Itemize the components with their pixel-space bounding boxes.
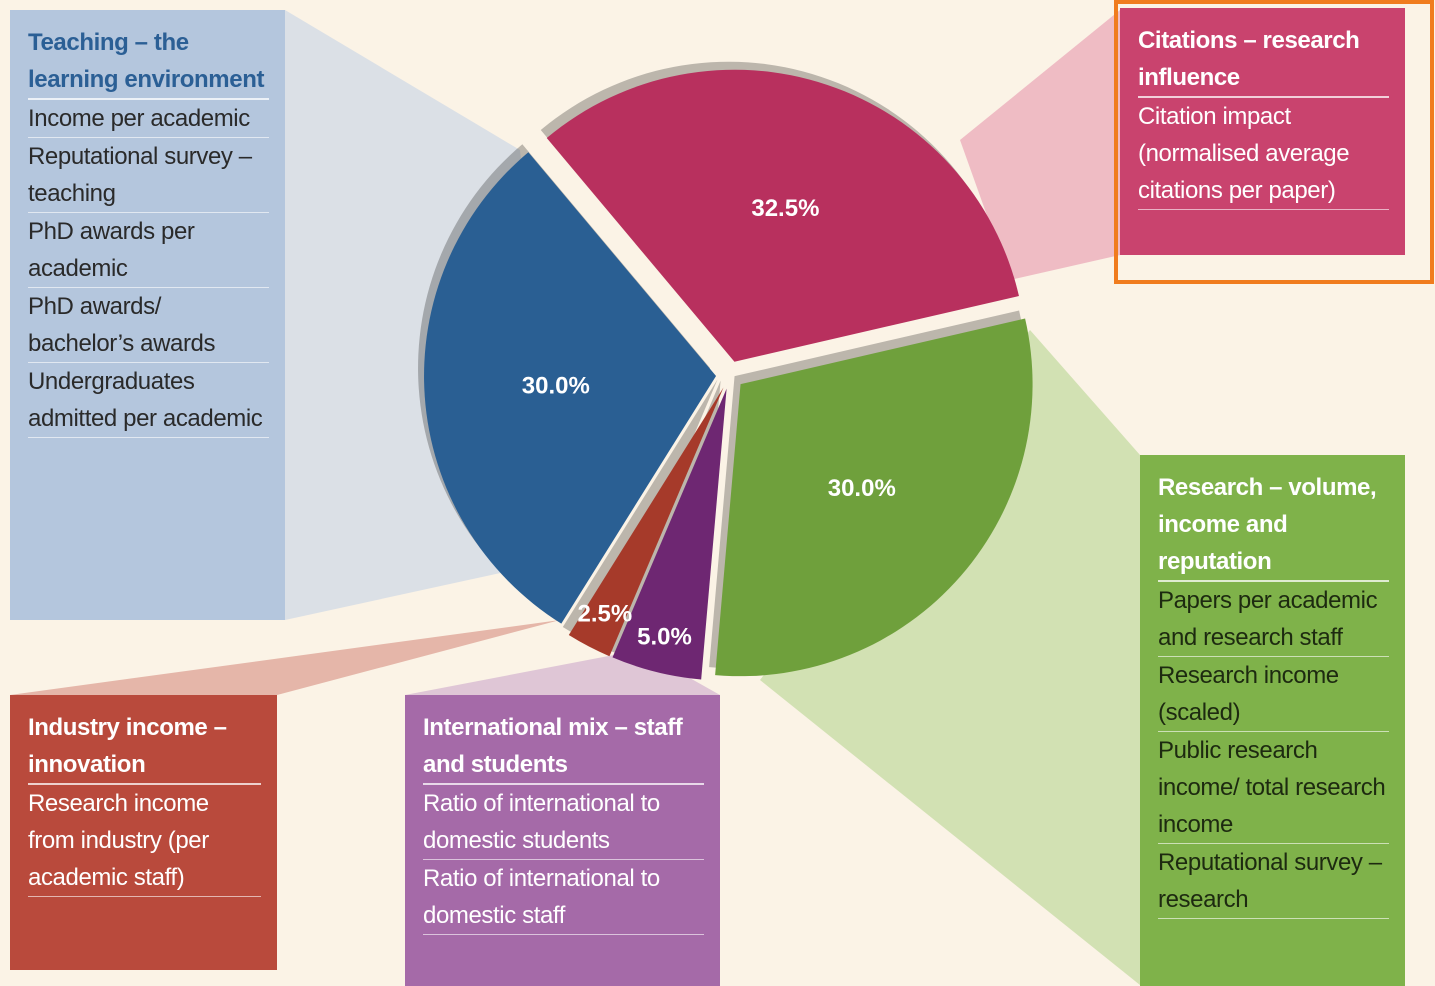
legend-item: Research income (scaled)	[1158, 657, 1389, 732]
legend-item: Reputational survey – teaching	[28, 138, 269, 213]
legend-item: Ratio of international to domestic staff	[423, 860, 704, 935]
pie-slice	[568, 387, 724, 657]
legend-item: Research income from industry (per acade…	[28, 785, 261, 897]
legend-item: Income per academic	[28, 100, 269, 138]
pie-slice	[715, 318, 1033, 677]
connector	[10, 620, 560, 695]
pie-slice	[424, 152, 717, 624]
legend-box: Industry income – innovation Research inc…	[10, 695, 277, 970]
legend-box: International mix – staff and students Ra…	[405, 695, 720, 986]
legend-title: Industry income – innovation	[28, 709, 261, 785]
value-label: 5.0%	[637, 623, 692, 650]
value-label: 2.5%	[578, 601, 633, 628]
legend-item: PhD awards per academic	[28, 213, 269, 288]
legend-item: Ratio of international to domestic stude…	[423, 785, 704, 860]
value-label: 30.0%	[522, 373, 590, 400]
pie-slice	[612, 388, 727, 680]
legend-title: International mix – staff and students	[423, 709, 704, 785]
legend-item: Citation impact (normalised average cita…	[1138, 98, 1389, 210]
legend-item: Papers per academic and research staff	[1158, 582, 1389, 657]
pie-slice	[546, 69, 1019, 362]
legend-title: Research – volume, income and reputation	[1158, 469, 1389, 582]
connector	[760, 330, 1140, 985]
legend-item: Undergraduates admitted per academic	[28, 363, 269, 438]
connector	[960, 10, 1120, 280]
legend-item: Reputational survey – research	[1158, 844, 1389, 919]
legend-title: Citations – research influence	[1138, 22, 1389, 98]
value-label: 30.0%	[828, 475, 896, 502]
legend-title: Teaching – the learning environment	[28, 24, 269, 100]
legend-box: Teaching – the learning environment Incom…	[10, 10, 285, 620]
value-label: 32.5%	[751, 195, 819, 222]
legend-item: Public research income/ total research i…	[1158, 732, 1389, 844]
legend-box: Research – volume, income and reputation…	[1140, 455, 1405, 986]
pie-slice-shadow	[562, 379, 718, 649]
legend-item: PhD awards/ bachelor’s awards	[28, 288, 269, 363]
pie: 32.5% 30.0% 5.0%2.5% 30.0%	[418, 61, 1033, 680]
legend-box: Citations – research influence Citation i…	[1120, 8, 1405, 255]
